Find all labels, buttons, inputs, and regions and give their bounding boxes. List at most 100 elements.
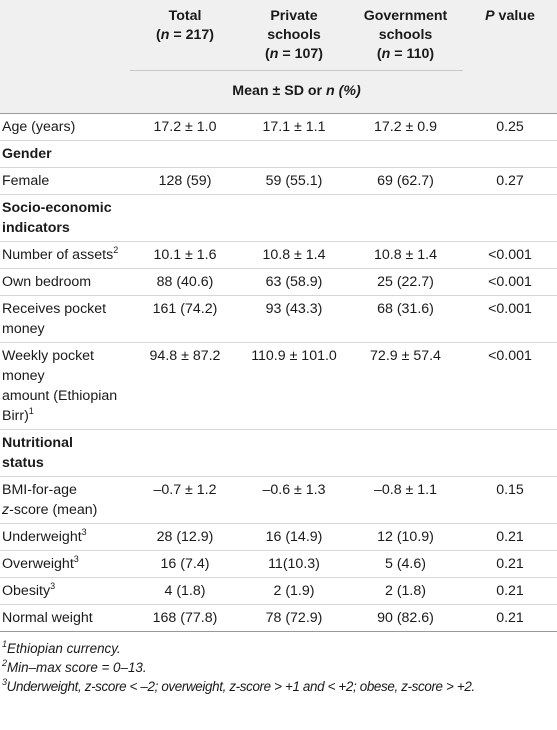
- footnote-ref: 3: [50, 581, 56, 591]
- section-label-line: Nutritional: [2, 435, 73, 451]
- header-total-label: Total: [168, 8, 202, 24]
- section-label: Nutritional status: [0, 429, 130, 477]
- header-private-label2: schools: [267, 27, 321, 43]
- row-label: Receives pocket money: [0, 295, 130, 343]
- row-label-text: -score (mean): [9, 502, 98, 518]
- section-label: Socio-economic indicators: [0, 194, 130, 242]
- cell-private: 16 (14.9): [240, 523, 348, 551]
- header-pvalue: P value: [463, 0, 557, 71]
- table-row: Female 128 (59) 59 (55.1) 69 (62.7) 0.27: [0, 167, 557, 195]
- cell-total: 128 (59): [130, 167, 240, 195]
- section-row: Gender: [0, 140, 557, 168]
- cell-private: 93 (43.3): [240, 295, 348, 343]
- cell-private: 17.1 ± 1.1: [240, 113, 348, 141]
- section-row: Socio-economic indicators: [0, 194, 557, 242]
- footnote-marker: 3: [2, 677, 7, 687]
- header-total-n: (n = 217): [156, 27, 214, 43]
- cell-private: –0.6 ± 1.3: [240, 476, 348, 524]
- section-row: Nutritional status: [0, 429, 557, 477]
- cell-government: 10.8 ± 1.4: [348, 241, 463, 269]
- header-private: Private schools (n = 107): [240, 0, 348, 71]
- cell-total: 94.8 ± 87.2: [130, 342, 240, 430]
- table-row: Weekly pocket money amount (Ethiopian Bi…: [0, 342, 557, 430]
- cell-private: 2 (1.9): [240, 577, 348, 605]
- cell-pvalue: 0.21: [463, 523, 557, 551]
- cell-total: 168 (77.8): [130, 604, 240, 632]
- cell-government: 90 (82.6): [348, 604, 463, 632]
- header-blank: [0, 0, 130, 71]
- cell-private: 110.9 ± 101.0: [240, 342, 348, 430]
- table-row: Receives pocket money 161 (74.2) 93 (43.3…: [0, 295, 557, 343]
- cell-pvalue: 0.27: [463, 167, 557, 195]
- row-label-line: money: [2, 321, 45, 337]
- row-label: Number of assets2: [0, 241, 130, 269]
- row-label-line: z-score (mean): [2, 500, 126, 520]
- cell-total: –0.7 ± 1.2: [130, 476, 240, 524]
- cell-private: 11(10.3): [240, 550, 348, 578]
- row-label-text: Underweight: [2, 529, 82, 545]
- cell-private: 59 (55.1): [240, 167, 348, 195]
- row-label-text: Obesity: [2, 583, 51, 599]
- cell-government: –0.8 ± 1.1: [348, 476, 463, 524]
- table-row: Obesity3 4 (1.8) 2 (1.9) 2 (1.8) 0.21: [0, 577, 557, 605]
- subheader-main: Mean ± SD or: [232, 83, 327, 99]
- cell-total: 28 (12.9): [130, 523, 240, 551]
- header-row: Total (n = 217) Private schools (n = 107…: [0, 0, 557, 71]
- row-label: Normal weight: [0, 604, 130, 632]
- cell-government: 72.9 ± 57.4: [348, 342, 463, 430]
- cell-pvalue: 0.21: [463, 604, 557, 632]
- cell-pvalue: <0.001: [463, 342, 557, 430]
- cell-private: 78 (72.9): [240, 604, 348, 632]
- row-label-line: Birr)1: [2, 406, 126, 426]
- cell-pvalue: 0.25: [463, 113, 557, 141]
- row-label-line: Receives pocket: [2, 301, 107, 317]
- footnote-text: Min–max score = 0–13.: [7, 660, 147, 675]
- header-p: P: [485, 8, 495, 24]
- row-label: Underweight3: [0, 523, 130, 551]
- cell-total: 16 (7.4): [130, 550, 240, 578]
- cell-pvalue: 0.21: [463, 577, 557, 605]
- footnote-ref: 2: [113, 245, 119, 255]
- row-label-italic: z: [2, 502, 10, 518]
- footnote-text: Underweight, z-score < –2; overweight, z…: [6, 679, 475, 694]
- section-label: Gender: [0, 140, 130, 168]
- cell-total: 88 (40.6): [130, 268, 240, 296]
- header-government-label: Government: [363, 8, 448, 24]
- row-label-line: Weekly pocket: [2, 348, 94, 364]
- section-label-line: indicators: [2, 220, 70, 236]
- footnote-1: 1Ethiopian currency.: [2, 639, 557, 658]
- cell-total: 10.1 ± 1.6: [130, 241, 240, 269]
- row-label-text: Number of assets: [2, 247, 114, 263]
- cell-pvalue: <0.001: [463, 268, 557, 296]
- row-label-text: Overweight: [2, 556, 74, 572]
- footnote-ref: 3: [73, 554, 79, 564]
- header-private-n: (n = 107): [265, 46, 323, 62]
- cell-government: 68 (31.6): [348, 295, 463, 343]
- header-government: Government schools (n = 110): [348, 0, 463, 71]
- subheader-n: n: [326, 83, 335, 99]
- row-label: Obesity3: [0, 577, 130, 605]
- row-label: Female: [0, 167, 130, 195]
- row-label: Age (years): [0, 113, 130, 141]
- row-label-line: amount (Ethiopian: [2, 388, 118, 404]
- subheader-stats: Mean ± SD or n (%): [130, 70, 463, 114]
- cell-government: 17.2 ± 0.9: [348, 113, 463, 141]
- row-label-line: money: [2, 368, 45, 384]
- footnote-2: 2Min–max score = 0–13.: [2, 658, 557, 677]
- row-label-text: Birr): [2, 408, 29, 424]
- cell-total: 4 (1.8): [130, 577, 240, 605]
- cell-private: 10.8 ± 1.4: [240, 241, 348, 269]
- cell-government: 5 (4.6): [348, 550, 463, 578]
- footnote-marker: 2: [2, 658, 8, 668]
- header-government-n: (n = 110): [376, 46, 435, 62]
- cell-total: 161 (74.2): [130, 295, 240, 343]
- cell-government: 2 (1.8): [348, 577, 463, 605]
- cell-private: 63 (58.9): [240, 268, 348, 296]
- cell-pvalue: <0.001: [463, 241, 557, 269]
- header-total: Total (n = 217): [130, 0, 240, 71]
- cell-pvalue: <0.001: [463, 295, 557, 343]
- footnote-text: Ethiopian currency.: [7, 641, 121, 656]
- table-row: Overweight3 16 (7.4) 11(10.3) 5 (4.6) 0.…: [0, 550, 557, 578]
- subheader-row: Mean ± SD or n (%): [0, 70, 557, 114]
